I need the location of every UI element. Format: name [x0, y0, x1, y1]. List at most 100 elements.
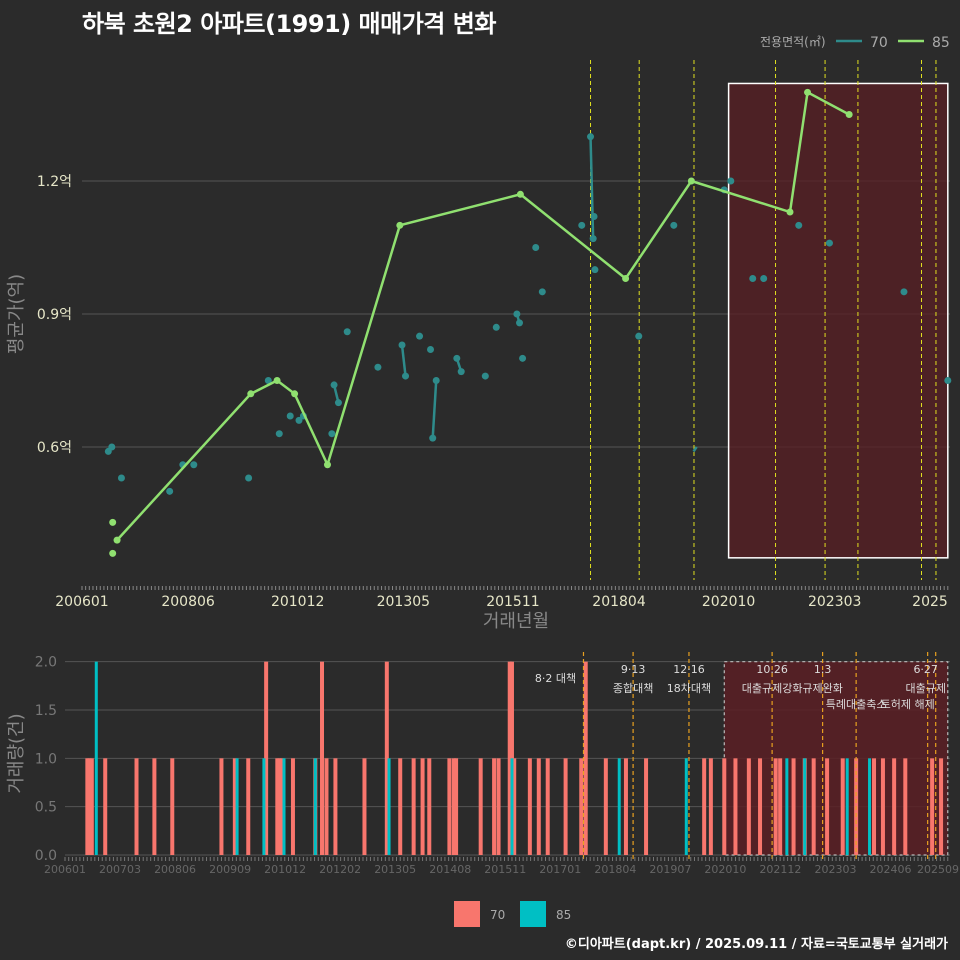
bar-70	[545, 758, 550, 855]
series-70-point	[264, 377, 272, 384]
x-tick-label: 201511	[486, 594, 539, 610]
series-85-point	[109, 518, 117, 526]
y-tick-label: 0.9억	[37, 307, 72, 323]
legend-title: 전용면적(㎡)	[760, 35, 826, 49]
bar-70	[219, 758, 224, 855]
bar-70	[420, 758, 425, 855]
bar-85	[617, 758, 621, 855]
x-tick-label: 200909	[209, 863, 251, 876]
bar-70	[791, 758, 796, 855]
policy-label: 종합대책	[613, 682, 653, 695]
series-70-point	[245, 474, 253, 482]
bar-70	[398, 758, 403, 855]
x-tick-label: 201012	[271, 594, 324, 610]
bar-70	[583, 661, 588, 855]
bar-70	[825, 758, 830, 855]
series-70-point	[578, 221, 586, 229]
bar-70	[644, 758, 649, 855]
series-70-point	[343, 328, 351, 336]
legend-label-70: 70	[870, 35, 888, 51]
x-axis-title: 거래년월	[483, 611, 549, 632]
bar-70	[903, 758, 908, 855]
policy-date: 10.26	[756, 663, 788, 676]
x-tick-label: 201408	[429, 863, 471, 876]
bar-85	[387, 758, 391, 855]
bar-70	[232, 758, 237, 855]
x-axis-minor-ticks	[64, 857, 949, 861]
y-tick-label: 1.2억	[37, 174, 72, 190]
bar-70	[277, 758, 282, 855]
bar-70	[320, 661, 325, 855]
bar-85	[845, 758, 849, 855]
series-70-point	[166, 487, 174, 495]
bar-70	[447, 758, 452, 855]
y-tick-label: 1.5	[35, 703, 57, 719]
series-70-point	[944, 377, 952, 384]
x-tick-label: 2025	[912, 594, 948, 610]
bar-70	[362, 758, 367, 855]
x-tick-label: 200601	[44, 863, 86, 876]
series-70-point	[900, 288, 908, 296]
policy-label: 토허제 해제	[881, 697, 935, 711]
policy-date: 1.3	[814, 663, 832, 676]
series-70-point	[190, 461, 198, 469]
x-tick-label: 200806	[154, 863, 196, 876]
bar-85	[785, 758, 789, 855]
series-70-point	[670, 221, 678, 229]
series-70-point	[402, 372, 410, 380]
policy-label: 18차대책	[667, 682, 711, 695]
bar-70	[930, 758, 935, 855]
policy-label: 8·2 대책	[535, 672, 576, 685]
series-70-point	[591, 266, 599, 274]
series-70-point	[513, 310, 521, 318]
series-85-point	[845, 111, 853, 118]
bar-70	[811, 758, 816, 855]
series-85-point	[516, 190, 524, 198]
bar-70	[939, 758, 944, 855]
bar-85	[313, 758, 317, 855]
bar-70	[733, 758, 738, 855]
bar-70	[507, 661, 512, 855]
bar-85	[262, 758, 266, 855]
series-70-point	[427, 345, 435, 353]
series-70-point	[492, 323, 500, 331]
y-axis-title: 평균가(억)	[6, 274, 27, 354]
series-70-point	[330, 381, 338, 389]
x-axis-minor-ticks	[81, 586, 949, 590]
series-70-point	[374, 363, 382, 371]
series-70-point	[590, 212, 598, 220]
series-70-point	[457, 368, 465, 376]
policy-label: 규제완화	[802, 682, 842, 695]
bar-70	[275, 758, 280, 855]
y-tick-label: 0.6억	[37, 440, 72, 456]
series-85-point	[687, 177, 695, 185]
series-70-segment	[400, 344, 407, 377]
bar-70	[152, 758, 157, 855]
bar-70	[702, 758, 707, 855]
series-70-point	[334, 399, 342, 407]
series-70-point	[519, 354, 527, 362]
x-tick-label: 202509	[917, 863, 959, 876]
series-85-point	[622, 275, 630, 283]
series-85-point	[113, 536, 121, 544]
bar-70	[384, 661, 389, 855]
x-tick-label: 202010	[702, 594, 755, 610]
series-70-point	[749, 275, 757, 283]
highlight-box	[727, 82, 949, 559]
bar-85	[282, 758, 286, 855]
bar-70	[134, 758, 139, 855]
x-tick-label: 202303	[808, 594, 861, 610]
legend-swatch-bar-85	[520, 901, 546, 927]
legend-label-bar-85: 85	[556, 908, 571, 922]
policy-label: 특례대출축소	[826, 698, 887, 711]
policy-label: 대출규제강화	[742, 682, 803, 695]
series-70-segment	[431, 380, 438, 439]
legends: 전용면적(㎡) 70 85 70 85	[454, 35, 950, 927]
y-tick-label: 1.0	[35, 751, 57, 767]
series-70-point	[295, 416, 303, 424]
bar-70	[89, 758, 94, 855]
volume-chart: 0.0 0.5 1.0 1.5 2.0 8·2 대책 9·13 종합대책 12·16 18차대책 1…	[6, 652, 959, 876]
series-85-point	[396, 221, 404, 229]
bar-70	[880, 758, 885, 855]
bar-70	[264, 661, 269, 855]
